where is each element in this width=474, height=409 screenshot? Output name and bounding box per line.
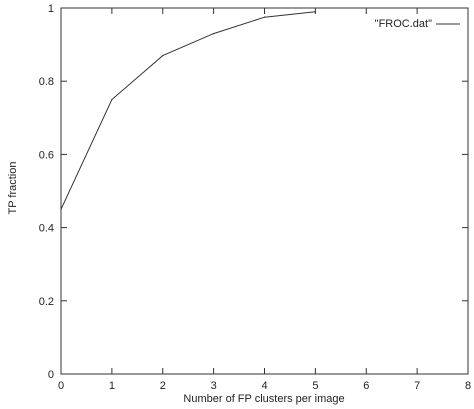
y-tick-label: 0.8 <box>39 76 54 88</box>
x-tick-label: 0 <box>58 380 64 392</box>
y-tick-label: 0.4 <box>39 223 54 235</box>
x-tick-label: 2 <box>160 380 166 392</box>
data-point <box>213 33 215 35</box>
data-point <box>263 16 266 18</box>
axis-ticks <box>60 7 469 375</box>
x-tick-label: 8 <box>465 380 471 392</box>
y-axis-title: TP fraction <box>7 162 19 215</box>
series-layer <box>60 11 316 210</box>
data-point <box>60 208 62 210</box>
legend-label: "FROC.dat" <box>375 18 432 30</box>
x-tick-label: 4 <box>261 380 267 392</box>
legend: "FROC.dat" <box>375 18 460 30</box>
x-tick-label: 1 <box>109 380 115 392</box>
y-tick-label: 0 <box>48 369 54 381</box>
y-tick-label: 1 <box>48 3 54 15</box>
x-axis-title: Number of FP clusters per image <box>183 393 344 405</box>
series-line <box>60 11 316 210</box>
x-tick-label: 3 <box>211 380 217 392</box>
y-tick-label: 0.2 <box>39 296 54 308</box>
tick-labels: 0 1 2 3 4 5 6 7 8 0 0.2 0.4 0.6 0.8 1 <box>39 3 471 392</box>
x-tick-label: 5 <box>312 380 318 392</box>
data-point <box>314 11 316 13</box>
x-tick-label: 6 <box>363 380 369 392</box>
plot-border <box>60 7 469 375</box>
y-tick-label: 0.6 <box>39 149 54 161</box>
data-point <box>111 98 113 101</box>
x-tick-label: 7 <box>414 380 420 392</box>
data-point <box>162 54 164 57</box>
plot-frame <box>60 7 469 375</box>
